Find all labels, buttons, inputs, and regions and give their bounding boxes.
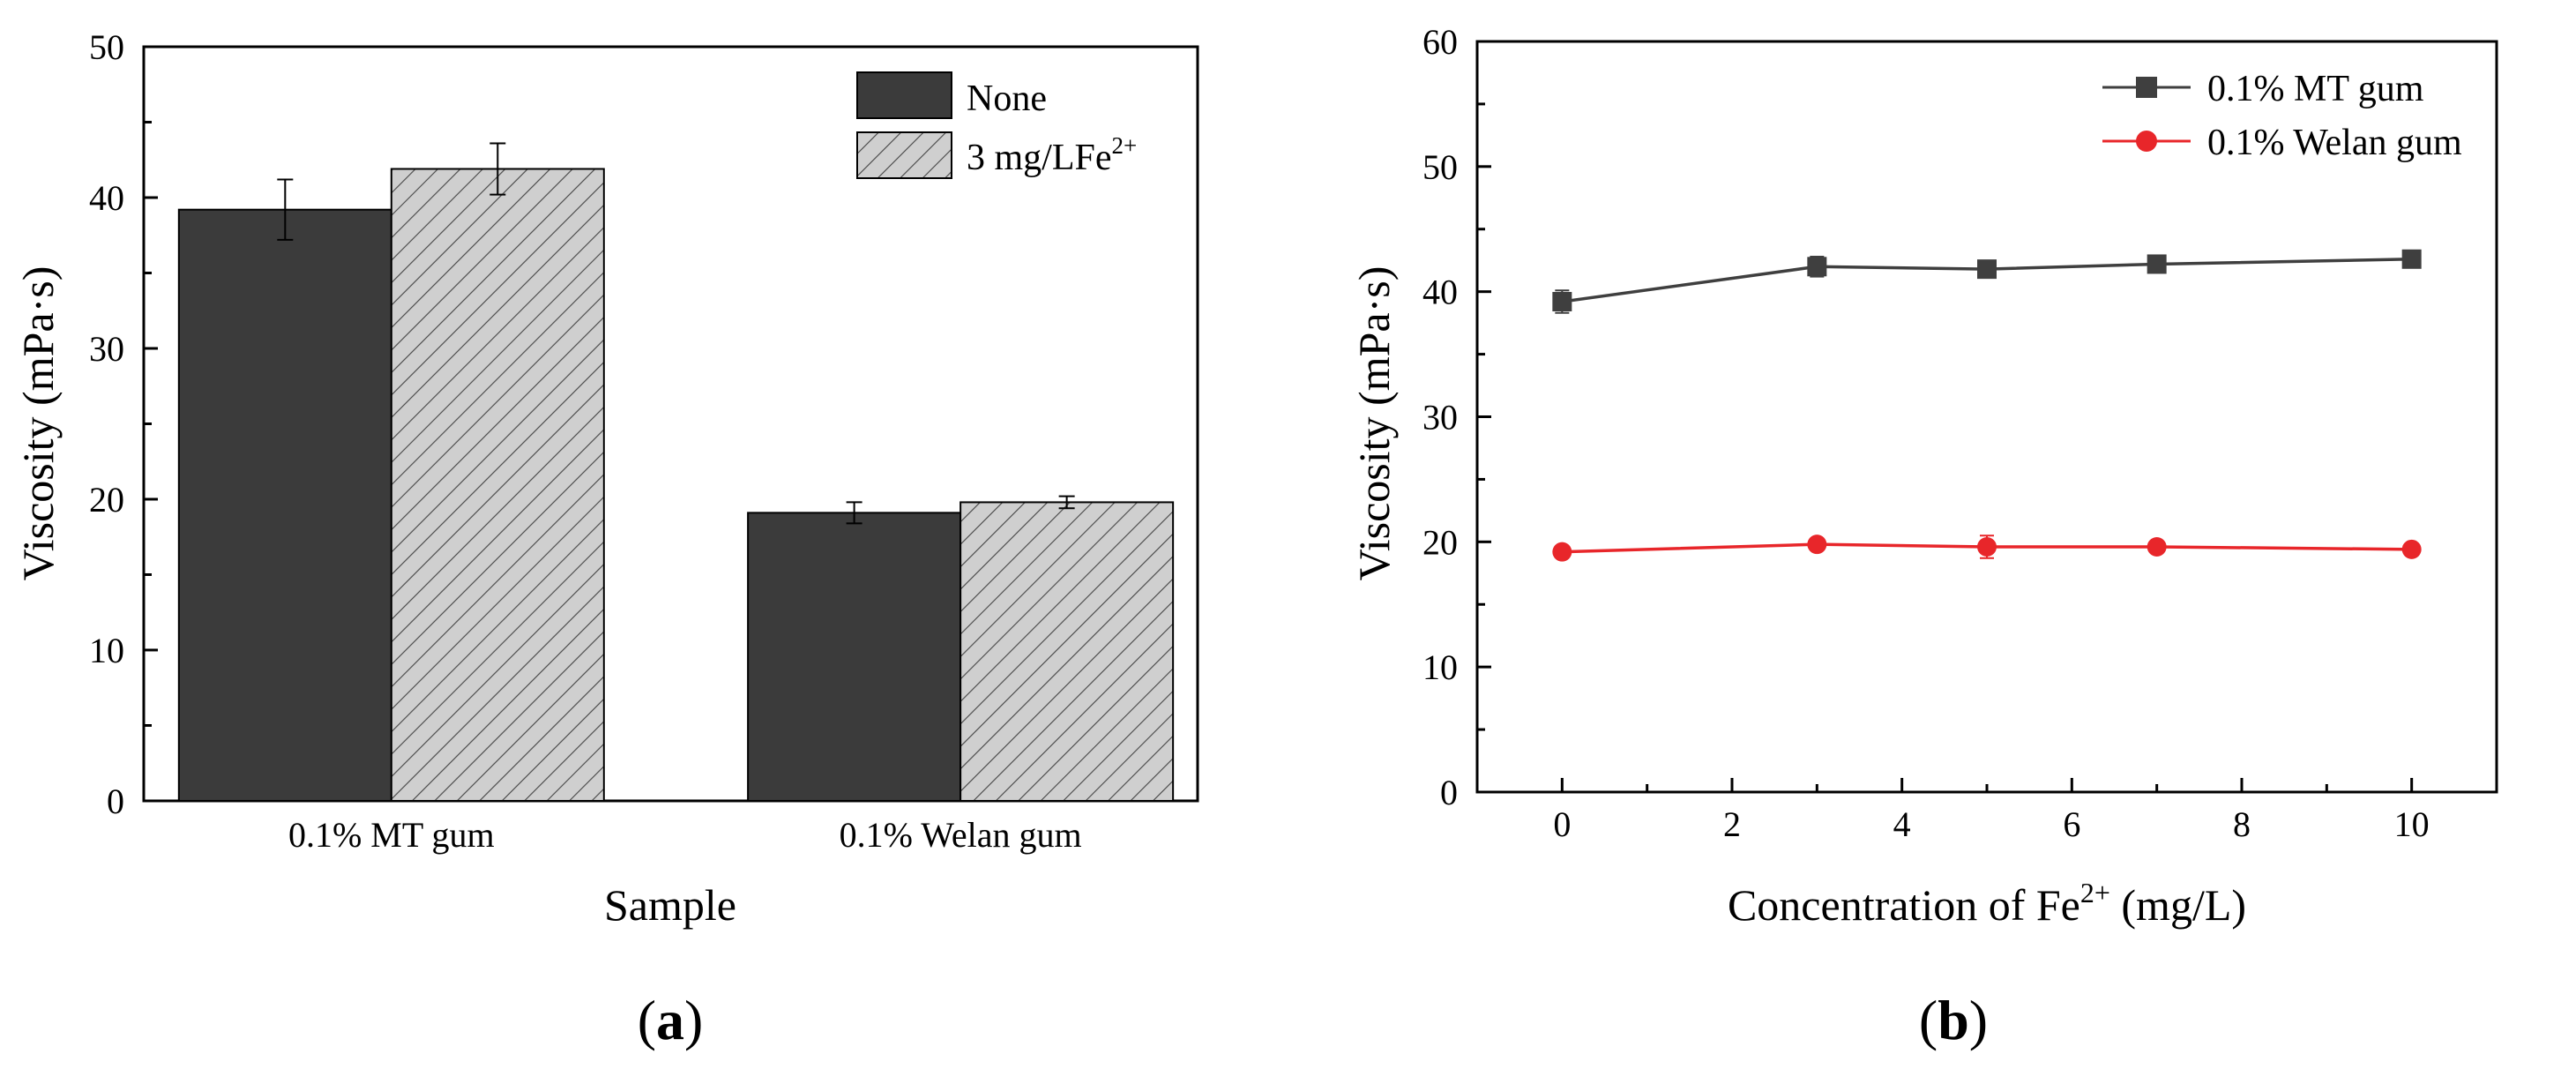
- y-tick-label: 0: [1440, 773, 1458, 812]
- panel-a-legend: None 3 mg/LFe2+: [856, 71, 1137, 179]
- legend-label-fe-superscript: 2+: [1112, 132, 1138, 159]
- x-tick-label: 0: [1553, 804, 1571, 844]
- x-tick-label: 4: [1893, 804, 1911, 844]
- panel-b-x-axis-title-superscript: 2+: [2080, 877, 2110, 908]
- panel-a-label: (a): [638, 989, 704, 1051]
- panel-b-x-axis-title-text: Concentration of Fe: [1728, 880, 2080, 930]
- panel-a-error-bars: [277, 142, 1075, 525]
- legend-marker-mt-gum: [2136, 77, 2157, 98]
- y-tick-label: 0: [107, 781, 124, 821]
- data-point-mt-gum: [2147, 254, 2167, 274]
- y-tick-label: 50: [1422, 147, 1458, 187]
- data-point-welan-gum: [1977, 537, 1997, 557]
- data-point-welan-gum: [2401, 539, 2422, 559]
- y-tick-label: 20: [1422, 522, 1458, 562]
- x-tick-label: 10: [2394, 804, 2430, 844]
- data-point-welan-gum: [1552, 542, 1572, 562]
- x-tick-label: 2: [1723, 804, 1741, 844]
- panel-b-line-chart: 0 10 20 30 40 50 60 0 2 4 6 8 10 Concentration of Fe…: [1349, 22, 2498, 1051]
- panel-b-error-bars: [1555, 254, 2419, 559]
- panel-a-letter: a: [656, 989, 684, 1051]
- bar-none-welan-gum: [747, 512, 962, 802]
- legend-label-none: None: [967, 78, 1047, 119]
- data-point-welan-gum: [1807, 534, 1827, 555]
- y-tick-label: 10: [89, 631, 124, 670]
- panel-b-x-axis-title: Concentration of Fe2+ (mg/L): [1728, 877, 2246, 930]
- bar-fe-mt-gum: [390, 168, 605, 802]
- legend-label-mt-gum: 0.1% MT gum: [2207, 69, 2424, 109]
- data-point-mt-gum: [1552, 292, 1572, 312]
- y-tick-label: 10: [1422, 647, 1458, 687]
- panel-b-x-axis-title-unit: (mg/L): [2110, 880, 2246, 930]
- panel-b-letter: b: [1938, 989, 1969, 1051]
- data-point-mt-gum: [1807, 257, 1827, 277]
- y-tick-label: 40: [1422, 273, 1458, 312]
- panel-a-x-axis-title: Sample: [604, 880, 736, 930]
- x-tick-label: 8: [2233, 804, 2251, 844]
- y-tick-label: 30: [1422, 398, 1458, 437]
- legend-marker-welan-gum: [2136, 131, 2157, 152]
- panel-b-markers: [1552, 249, 2422, 562]
- data-point-mt-gum: [2401, 249, 2422, 269]
- bar-none-mt-gum: [177, 208, 392, 802]
- legend-label-fe: 3 mg/LFe2+: [967, 132, 1137, 178]
- legend-label-welan-gum: 0.1% Welan gum: [2207, 123, 2462, 163]
- panel-a-y-axis-title: Viscosity (mPa·s): [13, 266, 63, 581]
- y-tick-label: 30: [89, 329, 124, 369]
- data-point-mt-gum: [1977, 259, 1997, 280]
- legend-label-fe-text: 3 mg/LFe: [967, 138, 1112, 178]
- panel-b-lines: [1562, 258, 2412, 554]
- legend-swatch-fe: [856, 131, 952, 179]
- category-label: 0.1% Welan gum: [840, 815, 1082, 855]
- panel-b-label: (b): [1919, 989, 1988, 1051]
- x-tick-label: 6: [2063, 804, 2080, 844]
- y-tick-label: 20: [89, 480, 124, 520]
- data-point-welan-gum: [2147, 537, 2167, 557]
- bar-fe-welan-gum: [959, 501, 1175, 802]
- panel-b-ticks: 0 10 20 30 40 50 60 0 2 4 6 8 10: [1422, 22, 2498, 844]
- panel-b-legend: 0.1% MT gum 0.1% Welan gum: [2102, 69, 2462, 163]
- y-tick-label: 50: [89, 27, 124, 67]
- panel-a-bar-chart: 0 10 20 30 40 50 0.1% MT gum 0.1% Welan gum Sa…: [13, 27, 1199, 1051]
- panel-a-y-ticks: 0 10 20 30 40 50: [89, 27, 962, 821]
- legend-swatch-none: [856, 71, 952, 119]
- panel-a-category-labels: 0.1% MT gum 0.1% Welan gum: [288, 815, 1082, 855]
- category-label: 0.1% MT gum: [288, 815, 495, 855]
- y-tick-label: 40: [89, 178, 124, 218]
- panel-a-bars: [177, 168, 1175, 802]
- y-tick-label: 60: [1422, 22, 1458, 62]
- panel-b-y-axis-title: Viscosity (mPa·s): [1349, 266, 1399, 581]
